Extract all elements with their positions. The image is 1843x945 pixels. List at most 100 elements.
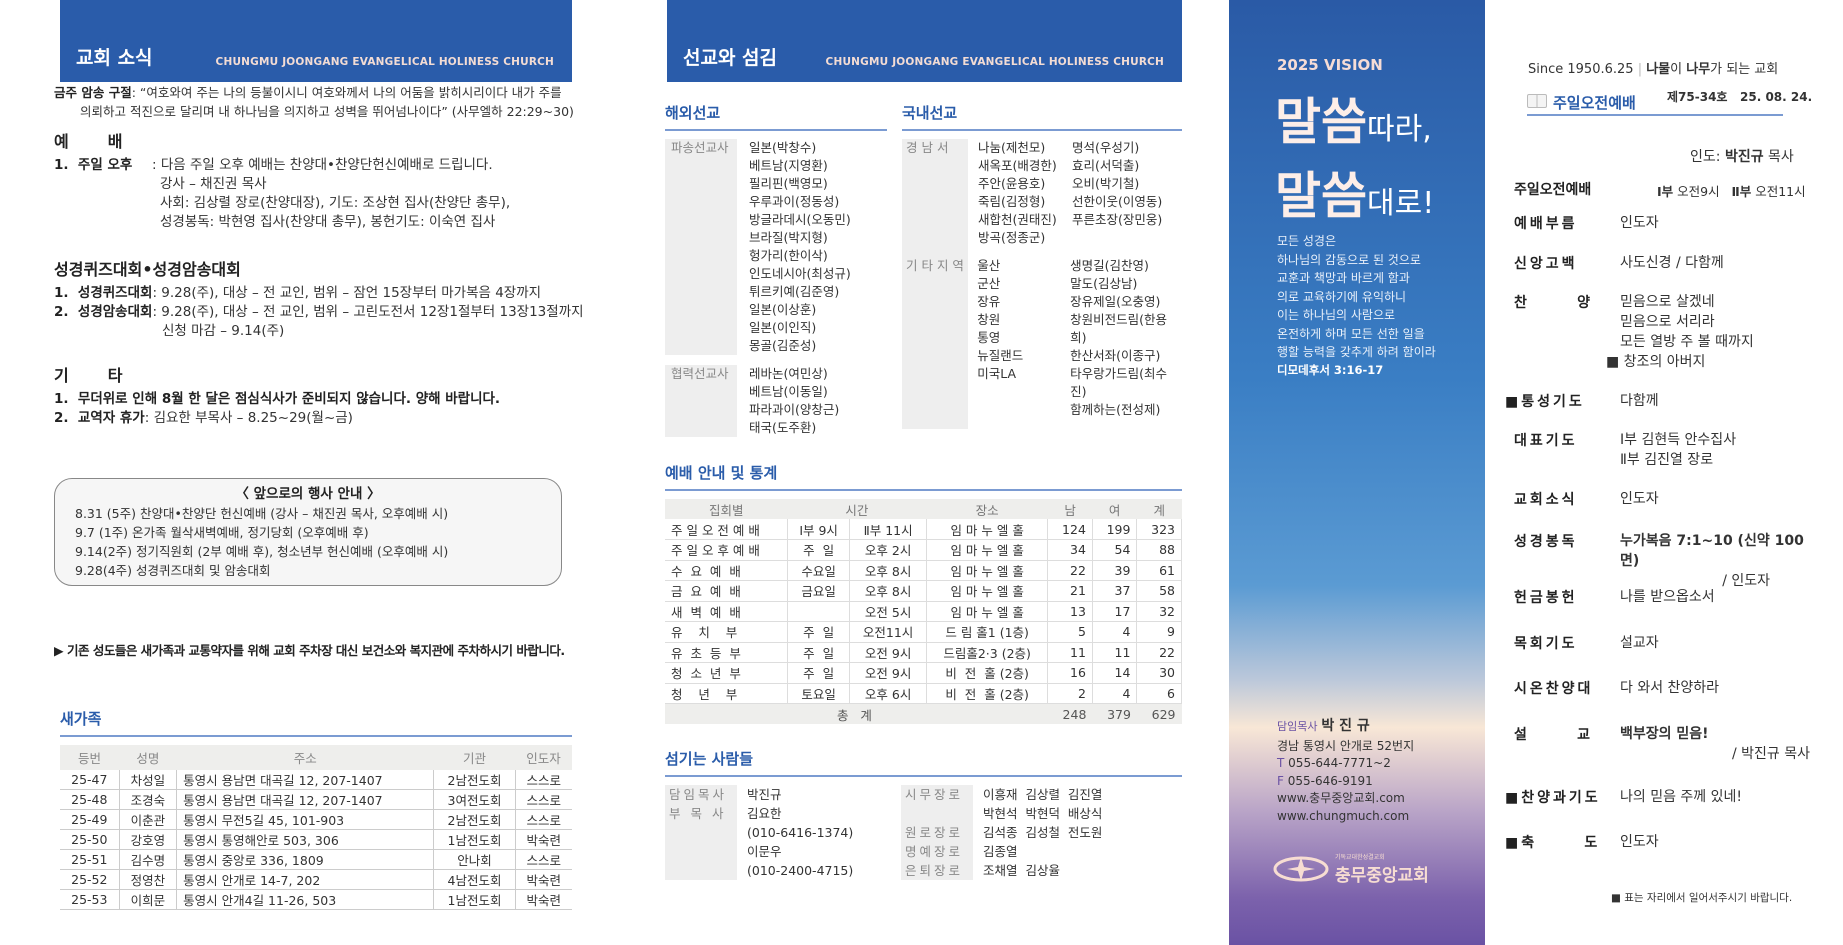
service-times: 주일오전예배 Ⅰ부 오전9시 Ⅱ부 오전11시 (1514, 179, 1814, 199)
quiz-item: : 9.28(주), 대상 – 전 교인, 범위 – 고린도전서 12장1절부터… (152, 304, 584, 320)
table-cell: 차성일 (119, 770, 178, 790)
pastor-name: 박 진 규 (1321, 718, 1370, 734)
table-cell: 오전 5시 (849, 601, 927, 622)
group-label: 협력선교사 (671, 366, 729, 381)
order-value: 인도자 (1620, 491, 1659, 507)
quiz-section: 성경퀴즈대회•성경암송대회 1. 성경퀴즈대회: 9.28(주), 대상 – 전… (54, 256, 594, 341)
quiz-item-label: 1. 성경퀴즈대회 (54, 285, 153, 301)
verse-label: 금주 암송 구절 (54, 85, 132, 100)
missionary: 헝가리(한이삭) (749, 248, 828, 263)
website-link[interactable]: www.충무중앙교회.com (1277, 791, 1405, 805)
table-cell: 124 (1047, 519, 1093, 540)
servant-role: 명예장로 (905, 844, 964, 859)
panel1-header: 교회 소식 CHUNGMU JOONGANG EVANGELICAL HOLIN… (60, 0, 572, 82)
order-value: 설교자 (1620, 635, 1659, 651)
order-value: 사도신경 / 다함께 (1620, 255, 1724, 271)
order-value: / 인도자 (1722, 573, 1770, 589)
mission-church: 울산 (977, 258, 1001, 273)
table-cell: 3여전도회 (433, 789, 516, 810)
table-cell: 임 마 누 엘 홀 (926, 580, 1049, 602)
etc-heading: 기 타 (54, 366, 123, 385)
stats-total-row: 총 계 248 379 629 (665, 703, 1182, 724)
table-cell: 청 년 부 (665, 683, 788, 704)
servant-name: 이흥재 김상렬 김진열 (983, 787, 1103, 802)
domestic-title: 국내선교 (902, 102, 1182, 131)
table-cell: 안나회 (433, 849, 516, 870)
col-header: 여 (1092, 499, 1137, 519)
book-icon (1527, 94, 1547, 108)
table-cell: 주 일 (787, 642, 851, 663)
event-item: 9.28(4주) 성경퀴즈대회 및 암송대회 (75, 563, 271, 578)
mission-group: 경 남 서 나눔(제천모) 새옥포(배경한) 주안(윤용호) 죽림(김정형) 새합천(권태… (902, 139, 1182, 257)
missionary: 일본(이인직) (749, 320, 817, 335)
table-cell: 4 (1092, 621, 1138, 643)
table-row: 새 벽 예 배 오전 5시 임 마 누 엘 홀 13 17 32 (665, 601, 1182, 622)
verse-line: 의로 교육하기에 유익하니 (1277, 289, 1407, 304)
servant-name: 김요한 (747, 806, 782, 821)
order-value: 모든 열방 주 볼 때까지 (1620, 334, 1754, 350)
table-cell: 오후 2시 (849, 539, 927, 561)
table-cell: 오전 9시 (849, 662, 927, 684)
table-cell: 이춘관 (119, 809, 178, 830)
servant-group: 담임목사 박진규 (665, 785, 901, 804)
verse-text-1: : “여호와여 주는 나의 등불이시니 여호와께서 나의 어둠을 밝히시리이다 … (131, 85, 562, 100)
mission-church: 선한이웃(이영동) (1072, 194, 1163, 209)
time-part: Ⅱ부 (1731, 184, 1752, 199)
church-logo: 기독교대한성결교회 충무중앙교회 (1273, 852, 1429, 886)
table-cell: 비 전 홀 (2층) (926, 683, 1049, 704)
table-cell: 임 마 누 엘 홀 (926, 560, 1049, 581)
col-header: 기관 (433, 745, 516, 770)
mission-church: 푸른초장(장민웅) (1072, 212, 1163, 227)
table-cell: 통영시 용남면 대곡길 12, 207-1407 (176, 789, 435, 810)
table-cell: 주 일 (787, 621, 851, 643)
etc-item-label: 2. 교역자 휴가 (54, 410, 145, 426)
servant-name: 이문우 (747, 844, 782, 859)
servant-name: 박진규 (747, 787, 782, 802)
order-label: 신앙고백 (1514, 256, 1578, 272)
table-row: 25-47 차성일 통영시 용남면 대곡길 12, 207-1407 2남전도회 스스로 (60, 770, 572, 790)
table-cell: 9 (1136, 621, 1182, 643)
missionary: 일본(이상훈) (749, 302, 817, 317)
table-cell: 25-51 (60, 849, 120, 870)
order-value: 인도자 (1620, 215, 1659, 231)
order-label: 예배부름 (1514, 216, 1578, 232)
fax: 055-646-9191 (1287, 773, 1373, 788)
table-cell: 37 (1092, 580, 1138, 602)
order-label: 찬 양 (1514, 295, 1594, 311)
mission-church: 군산 (977, 276, 1001, 291)
order-label: ■통성기도 (1505, 394, 1585, 410)
leader-label: 인도: (1690, 149, 1721, 165)
table-cell: 5 (1047, 621, 1093, 643)
order-label: ■찬양과기도 (1505, 790, 1601, 806)
table-cell: 청 소 년 부 (665, 662, 788, 684)
slogan: 이 (1670, 62, 1687, 77)
table-cell: 오후 8시 (849, 580, 927, 602)
etc-section: 기 타 1. 무더위로 인해 8월 한 달은 점심식사가 준비되지 않습니다. … (54, 362, 594, 428)
table-cell: 61 (1136, 560, 1182, 581)
vision-panel: 2025 VISION 말씀따라, 말씀대로! 모든 성경은 하나님의 감동으로 … (1229, 0, 1485, 945)
table-cell: 54 (1092, 539, 1138, 561)
table-cell: 유 치 부 (665, 621, 788, 643)
table-cell: 25-52 (60, 869, 120, 890)
total-label: 총 계 (665, 703, 1048, 724)
servant-name: 김종열 (983, 844, 1018, 859)
order-label: 시온찬양대 (1514, 681, 1594, 697)
vision-verse: 모든 성경은 하나님의 감동으로 된 것으로 교훈과 책망과 바르게 함과 의로 교육… (1277, 232, 1436, 362)
fax-label: F (1277, 773, 1284, 788)
order-value: / 박진규 목사 (1731, 746, 1810, 762)
worship-section: 예 배 1. 주일 오후 : 다음 주일 오후 예배는 찬양대•찬양단헌신예배로… (54, 128, 584, 232)
website-link[interactable]: www.chungmuch.com (1277, 808, 1410, 823)
order-value: 누가복음 7:1~10 (신약 100면) (1620, 533, 1804, 569)
table-cell: 16 (1047, 662, 1093, 684)
table-row: 25-51 김수명 통영시 중앙로 336, 1809 안나회 스스로 (60, 849, 572, 870)
panel1-title: 교회 소식 (76, 47, 153, 69)
address: 경남 통영시 안개로 52번지 (1277, 738, 1415, 753)
servant-group: 명예장로 김종열 (901, 842, 1102, 861)
servant-name: 박현석 박현덕 배상식 (983, 806, 1103, 821)
table-cell: 6 (1136, 683, 1182, 704)
stats-table: 집회별 시간 장소 남 여 계 주 일 오 전 예 배 Ⅰ부 9시 Ⅱ부 11시 임 마 누 엘… (665, 499, 1182, 724)
order-value: Ⅰ부 김현득 안수집사 (1620, 432, 1737, 448)
servants-section: 섬기는 사람들 담임목사 박진규 부 목 사 김요한 (010-6416-1374) 이문… (665, 748, 1182, 880)
